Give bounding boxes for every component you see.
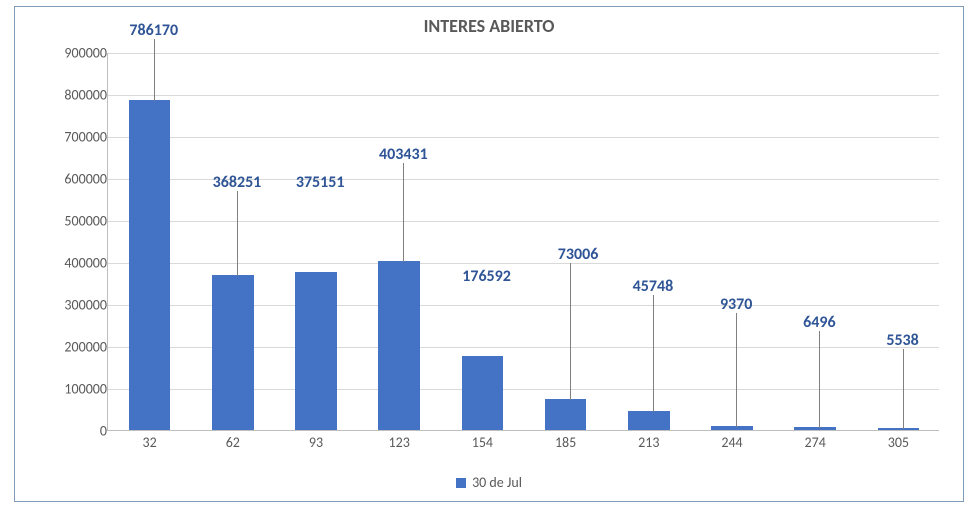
leader-line <box>903 349 904 429</box>
bar[interactable] <box>129 100 171 430</box>
y-axis-tick-label: 500000 <box>64 213 107 230</box>
legend-series-label: 30 de Jul <box>472 474 522 491</box>
bar[interactable] <box>295 272 337 430</box>
data-label: 5538 <box>886 331 918 350</box>
leader-line <box>154 39 155 101</box>
x-axis-tick-label: 32 <box>142 434 156 451</box>
y-axis-tick-label: 100000 <box>64 381 107 398</box>
data-label: 45748 <box>633 277 674 296</box>
data-label: 786170 <box>129 21 178 40</box>
x-axis-tick-label: 62 <box>226 434 240 451</box>
data-label: 403431 <box>379 145 428 164</box>
bar[interactable] <box>628 411 670 430</box>
x-axis-tick-label: 185 <box>555 434 576 451</box>
data-label: 368251 <box>213 173 262 192</box>
legend-swatch <box>456 478 466 488</box>
y-axis-tick-label: 200000 <box>64 339 107 356</box>
x-axis-tick-label: 154 <box>472 434 493 451</box>
bar[interactable] <box>378 261 420 430</box>
leader-line <box>653 295 654 412</box>
leader-line <box>570 263 571 400</box>
leader-line <box>403 163 404 262</box>
gridline <box>108 263 939 264</box>
leader-line <box>819 331 820 428</box>
x-axis-tick-label: 93 <box>309 434 323 451</box>
y-axis-tick-label: 900000 <box>64 45 107 62</box>
legend: 30 de Jul <box>15 473 963 491</box>
bar[interactable] <box>794 427 836 430</box>
x-axis-tick-label: 274 <box>805 434 826 451</box>
gridline <box>108 137 939 138</box>
data-label: 375151 <box>296 173 345 192</box>
y-axis-tick-label: 700000 <box>64 129 107 146</box>
bar[interactable] <box>212 275 254 430</box>
data-label: 73006 <box>558 245 599 264</box>
data-label: 9370 <box>720 295 752 314</box>
x-axis-tick-label: 123 <box>389 434 410 451</box>
y-axis-tick-label: 300000 <box>64 297 107 314</box>
gridline <box>108 53 939 54</box>
bar[interactable] <box>462 356 504 430</box>
x-axis-tick-label: 244 <box>721 434 742 451</box>
leader-line <box>237 191 238 276</box>
spreadsheet-sheet: INTERES ABIERTO 010000020000030000040000… <box>0 0 980 514</box>
y-axis-tick-label: 400000 <box>64 255 107 272</box>
leader-line <box>736 313 737 427</box>
x-axis-tick-label: 213 <box>638 434 659 451</box>
bar[interactable] <box>711 426 753 430</box>
gridline <box>108 95 939 96</box>
data-label: 176592 <box>462 267 511 286</box>
bar[interactable] <box>878 428 920 430</box>
x-axis-tick-label: 305 <box>888 434 909 451</box>
y-axis-tick-label: 600000 <box>64 171 107 188</box>
data-label: 6496 <box>803 313 835 332</box>
y-axis-tick-label: 0 <box>100 423 107 440</box>
y-axis-tick-label: 800000 <box>64 87 107 104</box>
gridline <box>108 221 939 222</box>
plot-area: 0100000200000300000400000500000600000700… <box>107 53 939 431</box>
chart-frame[interactable]: INTERES ABIERTO 010000020000030000040000… <box>14 6 964 502</box>
bar[interactable] <box>545 399 587 430</box>
plot-area-wrap: 0100000200000300000400000500000600000700… <box>45 53 939 431</box>
